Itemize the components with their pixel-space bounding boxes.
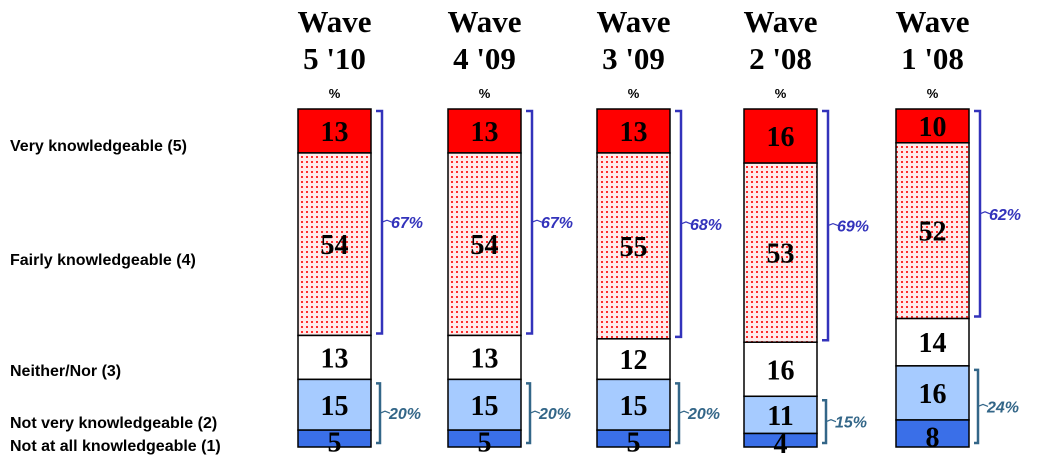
bar-value-label: 5	[328, 428, 342, 459]
bar-segment-not-at-all-knowledgeable-1	[895, 419, 970, 448]
bottom-box-bracket	[675, 382, 681, 445]
bar-segment-fairly-knowledgeable-4	[743, 162, 818, 343]
bar-segment-not-very-knowledgeable-2	[895, 365, 970, 421]
bottom-box-bracket	[822, 399, 828, 445]
top-bracket-pointer	[979, 211, 991, 215]
top-box-net-label: 68%	[690, 217, 722, 234]
bottom-box-bracket	[376, 382, 382, 445]
bar-value-label: 16	[767, 355, 795, 386]
column-header-line: 2 '08	[749, 41, 812, 76]
bar-value-label: 12	[620, 345, 648, 376]
column-header-line: Wave	[447, 4, 521, 39]
column-header-line: 5 '10	[303, 41, 366, 76]
bottom-box-net-label: 20%	[687, 406, 720, 423]
top-box-bracket	[974, 109, 982, 318]
row-label-fairly-knowledgeable-4: Fairly knowledgeable (4)	[10, 252, 196, 269]
column-header-line: Wave	[596, 4, 670, 39]
top-box-bracket	[675, 109, 683, 339]
bar-value-label: 15	[471, 391, 499, 422]
bar-value-label: 53	[767, 239, 795, 270]
bar-value-label: 15	[620, 391, 648, 422]
bar-value-label: 11	[767, 401, 793, 432]
bar-segment-not-at-all-knowledgeable-1	[743, 432, 818, 448]
bar-value-label: 15	[321, 391, 349, 422]
bottom-bracket-pointer	[678, 410, 690, 414]
bar-segment-neither-nor-3	[447, 334, 522, 381]
bottom-bracket-pointer	[825, 419, 837, 423]
top-box-bracket	[822, 109, 830, 342]
bar-value-label: 52	[919, 217, 947, 248]
bar-segment-fairly-knowledgeable-4	[447, 152, 522, 337]
bottom-box-bracket	[974, 368, 980, 445]
top-box-net-label: 67%	[541, 215, 573, 232]
bar-segment-fairly-knowledgeable-4	[596, 152, 671, 340]
row-label-neither-nor-3: Neither/Nor (3)	[10, 363, 121, 380]
bar-segment-not-very-knowledgeable-2	[447, 378, 522, 431]
percent-unit-label: %	[329, 86, 341, 101]
top-box-bracket	[526, 109, 534, 335]
bar-segment-neither-nor-3	[743, 341, 818, 398]
row-label-not-very-knowledgeable-2: Not very knowledgeable (2)	[10, 415, 217, 432]
bar-segment-not-at-all-knowledgeable-1	[447, 429, 522, 448]
top-bracket-pointer	[680, 221, 692, 225]
bar-value-label: 5	[478, 428, 492, 459]
top-bracket-pointer	[827, 222, 839, 227]
bar-segment-very-knowledgeable-5	[596, 108, 671, 154]
bar-value-label: 13	[321, 343, 349, 374]
bar-segment-fairly-knowledgeable-4	[895, 142, 970, 320]
bar-segment-not-very-knowledgeable-2	[297, 378, 372, 431]
bar-segment-very-knowledgeable-5	[447, 108, 522, 154]
percent-unit-label: %	[479, 86, 491, 101]
row-label-very-knowledgeable-5: Very knowledgeable (5)	[10, 138, 187, 155]
bottom-box-net-label: 24%	[986, 399, 1019, 416]
bar-value-label: 13	[620, 117, 648, 148]
bar-value-label: 54	[321, 230, 349, 261]
bottom-bracket-pointer	[529, 410, 541, 414]
column-header-line: Wave	[895, 4, 969, 39]
column-header-line: Wave	[743, 4, 817, 39]
column-header-line: 3 '09	[602, 41, 665, 76]
bar-value-label: 54	[471, 230, 499, 261]
column-header-line: 1 '08	[901, 41, 964, 76]
bar-value-label: 10	[919, 112, 947, 143]
bar-value-label: 14	[919, 328, 947, 359]
bottom-box-bracket	[526, 382, 532, 445]
bottom-box-net-label: 15%	[835, 415, 867, 432]
column-header-line: Wave	[297, 4, 371, 39]
percent-unit-label: %	[927, 86, 939, 101]
top-box-net-label: 67%	[391, 215, 423, 232]
bottom-bracket-pointer	[379, 410, 391, 414]
bar-segment-not-at-all-knowledgeable-1	[596, 429, 671, 448]
bar-value-label: 4	[774, 429, 788, 460]
column-header-line: 4 '09	[453, 41, 516, 76]
top-box-net-label: 62%	[989, 207, 1021, 224]
bar-value-label: 13	[471, 117, 499, 148]
percent-unit-label: %	[775, 86, 787, 101]
bar-value-label: 13	[471, 343, 499, 374]
bar-segment-not-very-knowledgeable-2	[596, 378, 671, 431]
row-label-not-at-all-knowledgeable-1: Not at all knowledgeable (1)	[10, 438, 221, 455]
percent-unit-label: %	[628, 86, 640, 101]
bottom-box-net-label: 20%	[538, 406, 571, 423]
top-bracket-pointer	[381, 219, 393, 223]
top-box-bracket	[376, 109, 384, 335]
bar-value-label: 8	[926, 422, 940, 453]
bar-value-label: 16	[767, 122, 795, 153]
bar-segment-very-knowledgeable-5	[297, 108, 372, 154]
top-box-net-label: 69%	[837, 219, 869, 236]
bottom-box-net-label: 20%	[388, 406, 421, 423]
bar-value-label: 13	[321, 117, 349, 148]
bar-segment-fairly-knowledgeable-4	[297, 152, 372, 337]
bar-value-label: 5	[627, 428, 641, 459]
bar-segment-not-at-all-knowledgeable-1	[297, 429, 372, 448]
bottom-bracket-pointer	[977, 403, 989, 407]
top-bracket-pointer	[531, 219, 543, 223]
bar-value-label: 16	[919, 379, 947, 410]
bar-value-label: 55	[620, 232, 648, 263]
